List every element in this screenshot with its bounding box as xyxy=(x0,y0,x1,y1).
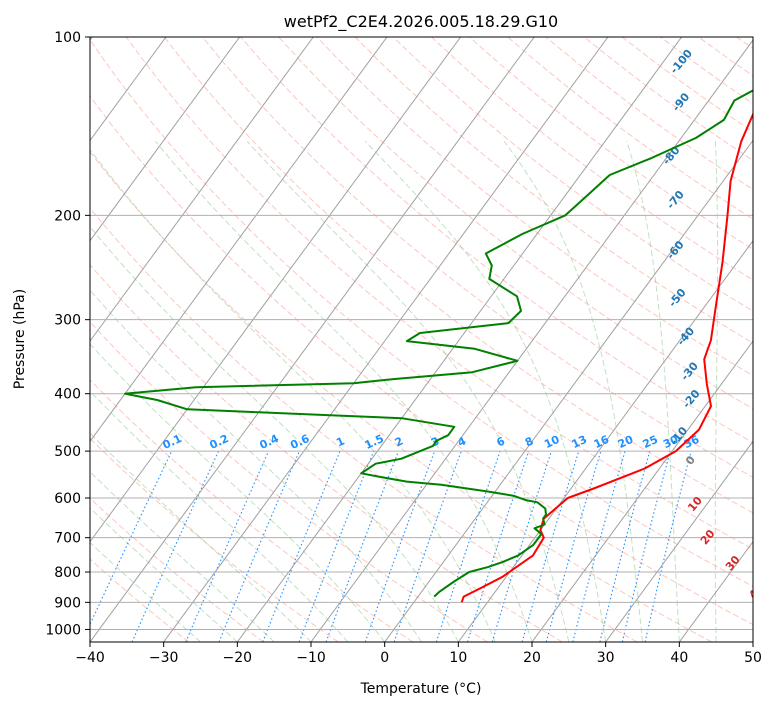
x-tick-label: 10 xyxy=(449,650,467,666)
mixing-ratio-label: 16 xyxy=(592,433,612,451)
y-tick-label: 300 xyxy=(54,313,81,329)
temperature-profile-line xyxy=(460,111,753,603)
dry-adiabat-line xyxy=(90,321,488,642)
mixing-ratio-label: 25 xyxy=(641,433,660,451)
dry-adiabat-line xyxy=(90,39,753,587)
y-tick-label: 700 xyxy=(54,531,81,547)
mixing-ratio-line xyxy=(545,450,602,642)
mixing-ratio-line xyxy=(364,450,436,642)
isotherm-line xyxy=(531,340,753,642)
mixing-ratio-line xyxy=(218,450,300,642)
isotherm-line xyxy=(90,37,535,642)
chart-title: wetPf2_C2E4.2026.005.18.29.G10 xyxy=(284,12,558,32)
y-axis-title: Pressure (hPa) xyxy=(12,289,28,389)
theta-e-label: 40 xyxy=(746,581,766,601)
x-tick-label: −40 xyxy=(75,650,105,666)
isotherm-line xyxy=(384,139,753,642)
mixing-ratio-line xyxy=(185,450,270,642)
mixing-ratio-label: 30 xyxy=(661,433,681,451)
mixing-ratio-line xyxy=(521,450,580,642)
y-tick-label: 1000 xyxy=(45,622,81,638)
mixing-ratio-label: 36 xyxy=(682,433,702,451)
mixing-ratio-line xyxy=(491,450,552,642)
mixing-ratio-line xyxy=(599,450,651,642)
y-tick-label: 500 xyxy=(54,444,81,460)
isotherm-line xyxy=(457,239,753,642)
mixing-ratio-line xyxy=(298,450,375,642)
isotherm-line xyxy=(90,37,167,142)
mixing-ratio-line xyxy=(466,450,530,642)
x-tick-label: −20 xyxy=(223,650,253,666)
dry-adiabat-line xyxy=(90,95,753,626)
isotherm-line xyxy=(90,37,388,443)
dry-adiabat-line xyxy=(392,37,753,312)
mixing-ratio-label: 20 xyxy=(616,433,636,451)
mixing-ratio-line xyxy=(325,450,400,642)
y-tick-label: 100 xyxy=(54,30,81,46)
mixing-ratio-line xyxy=(435,450,501,642)
mixing-ratio-line xyxy=(262,450,341,642)
x-tick-label: −10 xyxy=(296,650,326,666)
x-tick-label: 30 xyxy=(597,650,615,666)
y-tick-label: 600 xyxy=(54,491,81,507)
isotherm-line xyxy=(605,440,753,642)
x-tick-label: 50 xyxy=(744,650,762,666)
dry-adiabat-line xyxy=(316,37,753,377)
axis-ticks: −40 −30 −20 −10 0 10 20 30 40 50 100 200 300 400 500 60… xyxy=(45,30,762,666)
y-tick-label: 800 xyxy=(54,565,81,581)
plot-frame xyxy=(89,36,754,643)
y-tick-label: 200 xyxy=(54,208,81,224)
isotherm-line xyxy=(90,37,241,242)
dry-adiabat-line xyxy=(163,37,753,514)
dry-adiabat-line xyxy=(90,264,563,642)
isotherm-line xyxy=(163,37,609,642)
profile-lines xyxy=(124,89,753,603)
dewpoint-profile-line xyxy=(124,89,753,598)
x-tick-label: 40 xyxy=(670,650,688,666)
y-tick-label: 400 xyxy=(54,387,81,403)
dry-adiabat-line xyxy=(90,379,414,642)
dry-adiabat-line xyxy=(240,37,753,444)
x-axis-title: Temperature (°C) xyxy=(360,681,482,697)
x-tick-label: −30 xyxy=(149,650,179,666)
isotherm-line xyxy=(90,37,314,342)
isotherm-line xyxy=(236,37,683,642)
mixing-ratio-label: 10 xyxy=(542,433,562,451)
mixing-ratio-line xyxy=(621,450,671,642)
isotherm-line xyxy=(310,39,753,642)
y-tick-label: 900 xyxy=(54,595,81,611)
dry-adiabat-line xyxy=(354,37,753,344)
dry-adiabat-line xyxy=(90,207,638,642)
x-tick-label: 20 xyxy=(523,650,541,666)
dry-adiabat-line xyxy=(90,558,190,642)
mixing-ratio-label: 13 xyxy=(570,433,589,451)
mixing-ratio-line xyxy=(572,450,626,642)
x-tick-label: 0 xyxy=(380,650,389,666)
